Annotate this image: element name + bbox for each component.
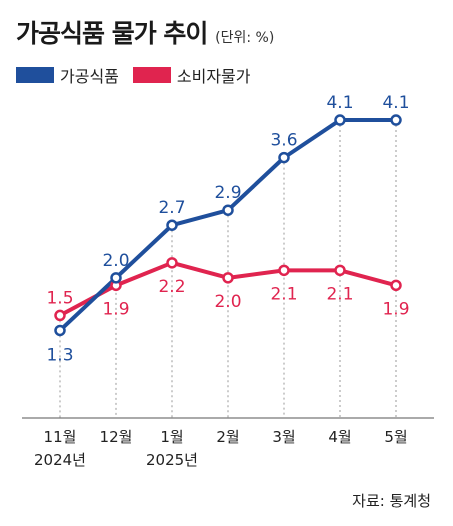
- data-point: [334, 114, 346, 126]
- data-label-processed-food: 4.1: [382, 93, 409, 113]
- source-note: 자료: 통계청: [352, 492, 431, 510]
- data-label-cpi: 2.1: [326, 284, 353, 304]
- data-label-cpi: 2.1: [270, 284, 297, 304]
- x-tick-label: 4월: [328, 428, 351, 446]
- x-tick-sublabel: 2025년: [146, 451, 198, 469]
- data-point: [110, 272, 122, 284]
- x-tick-label: 12월: [100, 428, 133, 446]
- data-label-processed-food: 3.6: [270, 131, 297, 151]
- data-label-processed-food: 4.1: [326, 93, 353, 113]
- data-label-cpi: 1.5: [46, 288, 73, 308]
- data-label-cpi: 2.2: [158, 277, 185, 297]
- legend-label: 가공식품: [60, 67, 119, 86]
- data-point: [222, 272, 234, 284]
- data-label-cpi: 2.0: [214, 292, 241, 312]
- legend-item-cpi: 소비자물가: [132, 63, 251, 87]
- data-point: [54, 324, 66, 337]
- data-point: [390, 114, 402, 126]
- x-tick-label: 3월: [272, 428, 295, 446]
- data-label-processed-food: 2.7: [158, 198, 185, 218]
- data-point: [278, 151, 290, 164]
- x-tick-label: 5월: [384, 428, 407, 446]
- chart-title: 가공식품 물가 추이 (단위: %): [16, 14, 274, 50]
- data-label-processed-food: 1.3: [46, 345, 73, 365]
- x-tick-label: 1월: [160, 428, 183, 446]
- x-tick-label: 11월: [44, 428, 77, 446]
- title-text: 가공식품 물가 추이: [16, 19, 208, 48]
- title-unit: (단위: %): [215, 30, 275, 46]
- legend-swatch: [16, 67, 54, 83]
- x-tick-sublabel: 2024년: [34, 451, 86, 469]
- data-label-cpi: 1.9: [382, 299, 409, 319]
- data-point: [54, 309, 66, 322]
- legend-label: 소비자물가: [176, 67, 251, 86]
- x-tick-label: 2월: [216, 428, 239, 446]
- data-point: [334, 264, 346, 277]
- data-point: [278, 264, 290, 277]
- data-point: [166, 257, 178, 269]
- legend: 가공식품 소비자물가: [16, 63, 265, 87]
- legend-item-processed-food: 가공식품: [16, 63, 119, 87]
- data-label-processed-food: 2.0: [102, 251, 129, 271]
- data-label-processed-food: 2.9: [214, 183, 241, 203]
- data-label-cpi: 1.9: [102, 299, 129, 319]
- data-point: [222, 204, 234, 216]
- legend-swatch: [132, 67, 171, 83]
- data-point: [166, 219, 178, 231]
- data-point: [390, 279, 402, 292]
